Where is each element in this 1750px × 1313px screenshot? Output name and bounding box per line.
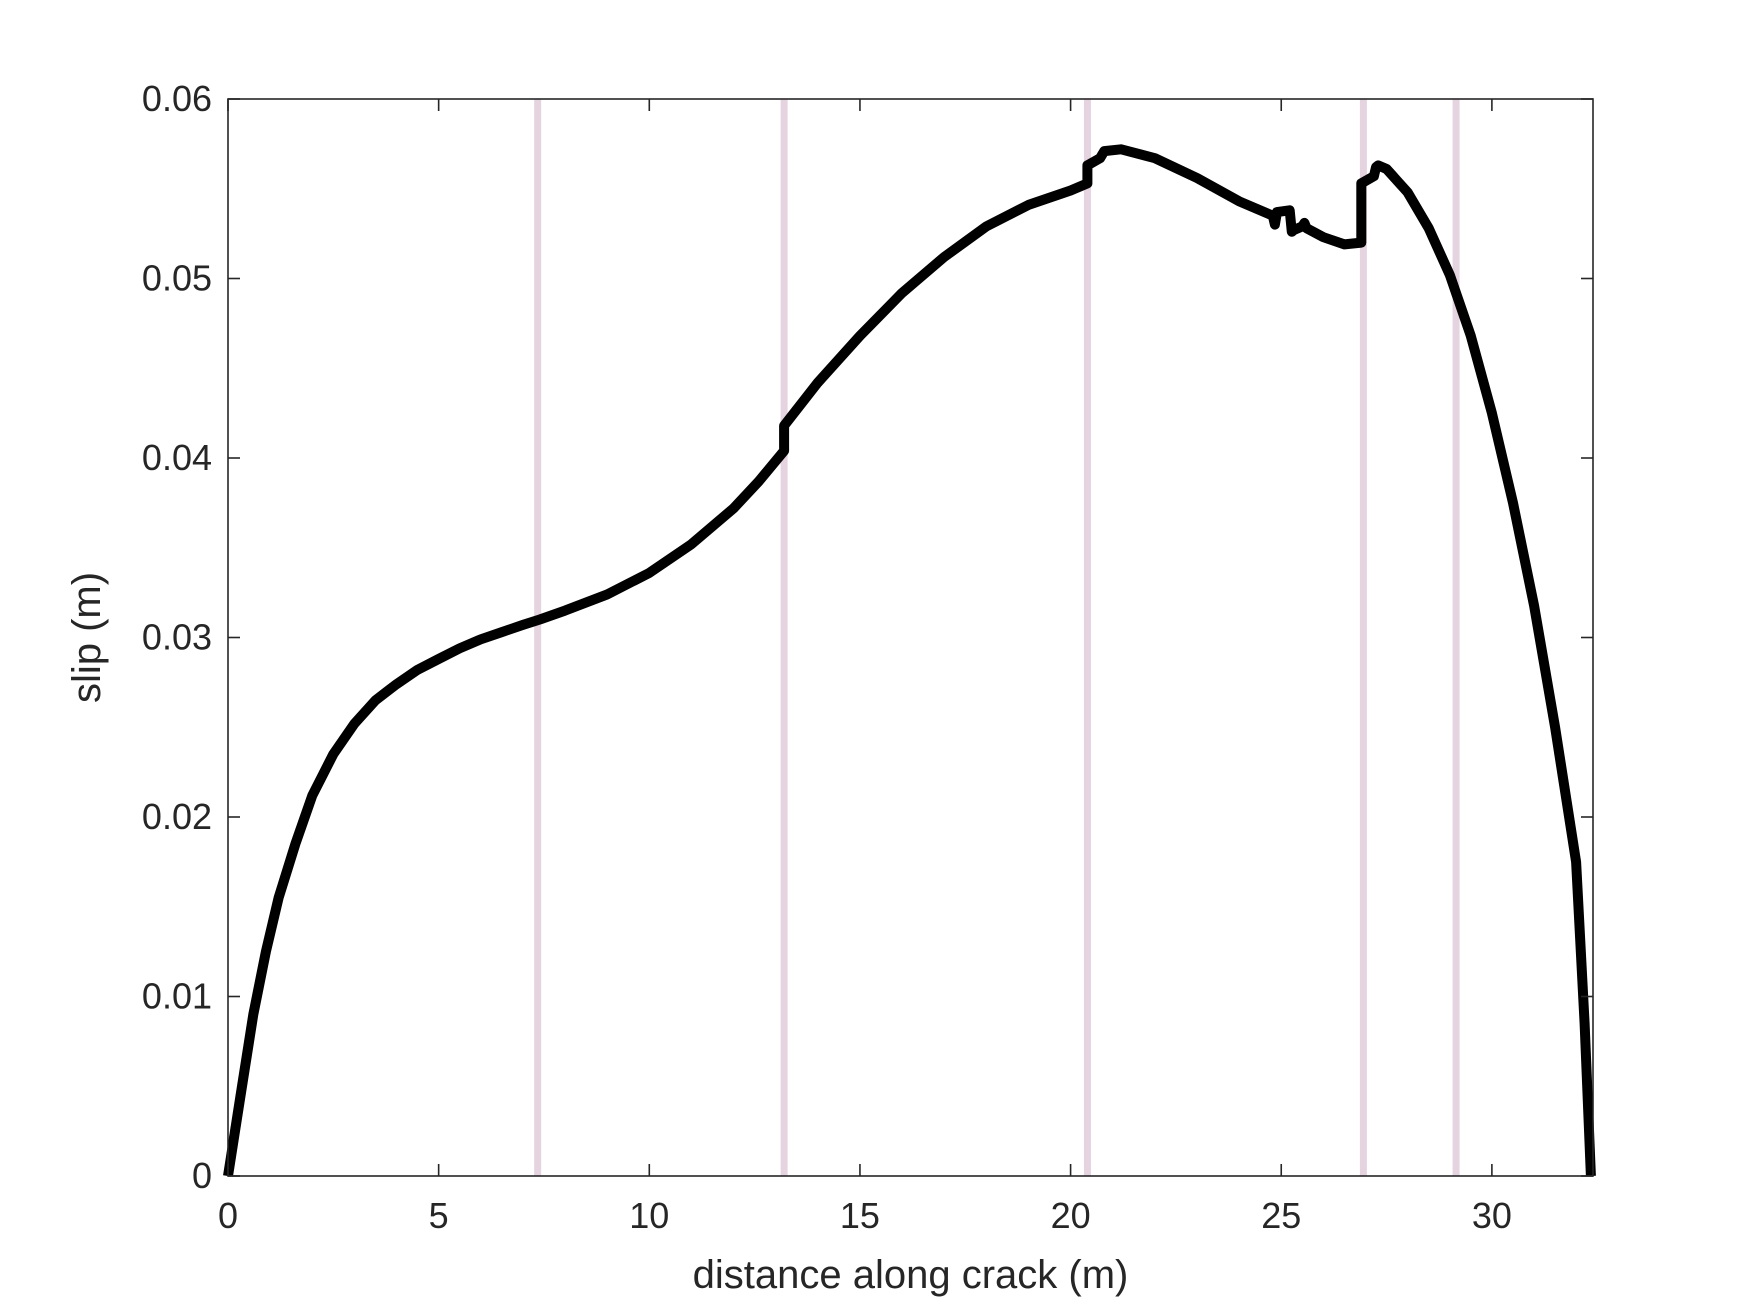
series-layer [223,144,1596,1177]
y-tick-label: 0.02 [142,796,212,837]
y-tick-label: 0.01 [142,976,212,1017]
x-tick-label: 10 [629,1195,669,1236]
y-tick-label: 0.04 [142,437,212,478]
x-tick-label: 15 [840,1195,880,1236]
x-tick-label: 20 [1051,1195,1091,1236]
y-tick-label: 0.05 [142,258,212,299]
x-tick-label: 0 [218,1195,238,1236]
axis-ticks: 0 5 10 15 20 25 30 0 0.01 0.02 0.03 0.04 0.05 0.06 [142,78,1593,1236]
y-tick-label: 0 [192,1155,212,1196]
x-tick-label: 25 [1261,1195,1301,1236]
series-line-1 [223,144,1596,1177]
y-tick-label: 0.03 [142,617,212,658]
y-axis-label: slip (m) [65,572,109,703]
y-tick-label: 0.06 [142,78,212,119]
x-axis-label: distance along crack (m) [693,1253,1129,1297]
x-tick-label: 5 [429,1195,449,1236]
x-tick-label: 30 [1472,1195,1512,1236]
